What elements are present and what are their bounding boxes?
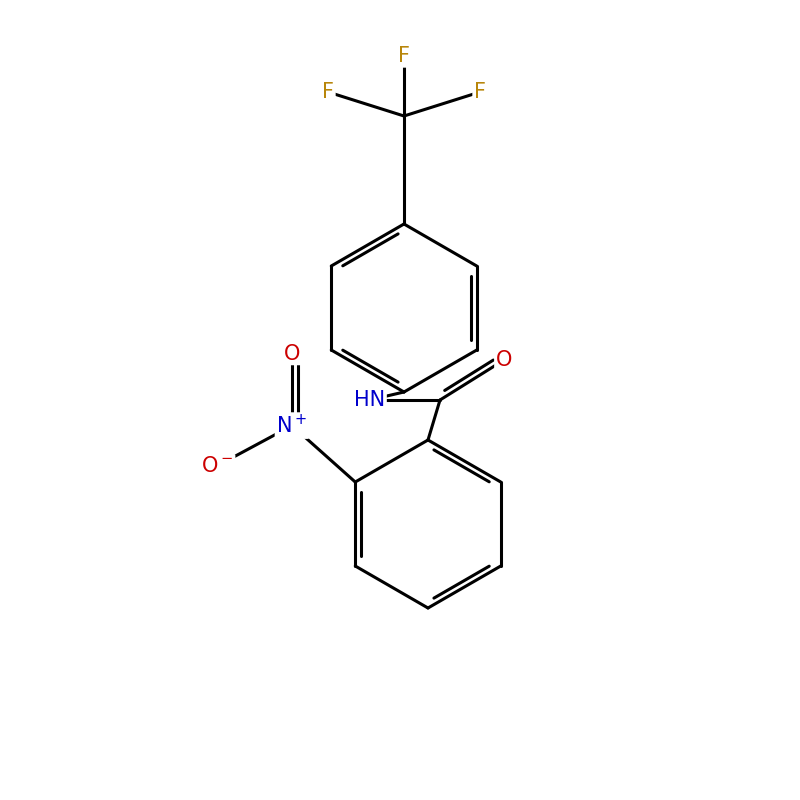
Text: O$^-$: O$^-$	[202, 456, 234, 475]
Text: O: O	[496, 350, 512, 370]
Text: F: F	[474, 82, 486, 102]
Text: HN: HN	[354, 390, 385, 410]
Text: F: F	[322, 82, 334, 102]
Text: O: O	[284, 344, 300, 363]
Text: F: F	[398, 46, 410, 66]
Text: N$^+$: N$^+$	[276, 414, 308, 438]
